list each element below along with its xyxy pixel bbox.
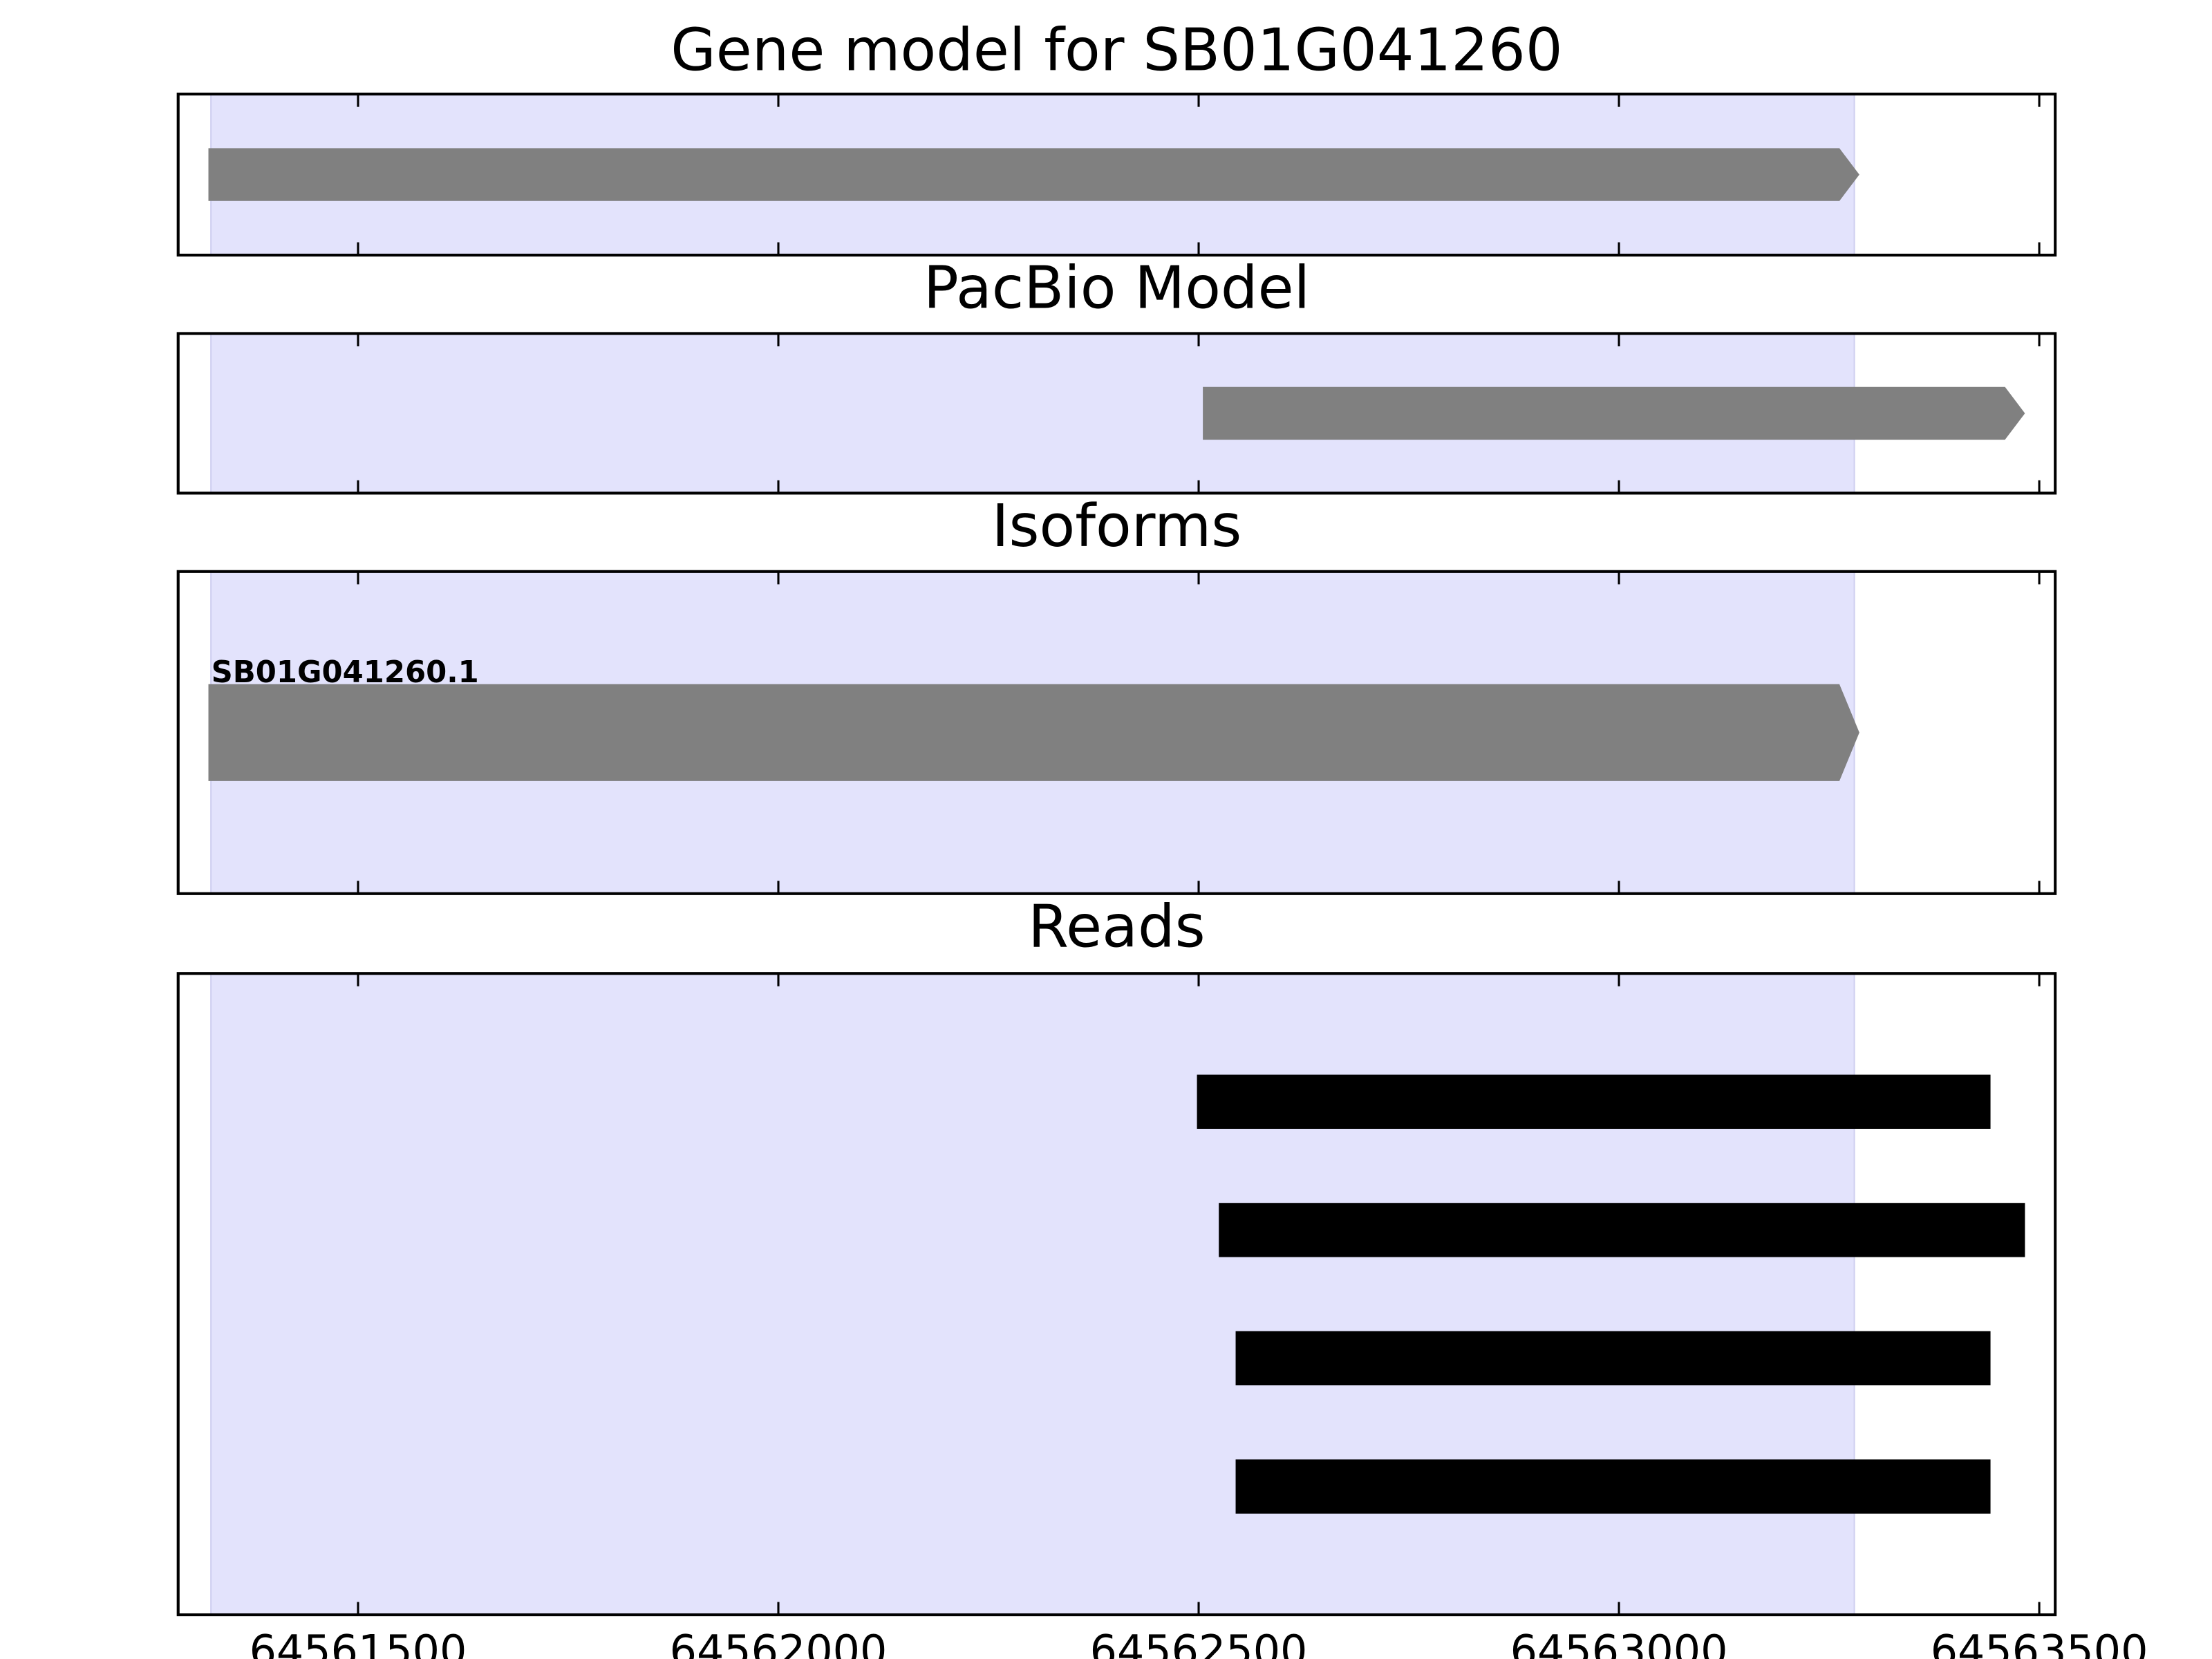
panel-title: Reads — [1028, 892, 1205, 960]
x-tick-label: 64563500 — [1931, 1626, 2148, 1659]
panel-frame — [176, 93, 2057, 257]
panel-title: PacBio Model — [924, 254, 1310, 322]
feature-arrow — [208, 684, 1859, 781]
x-tick-label: 64562000 — [670, 1626, 888, 1659]
highlight-region — [210, 973, 1855, 1616]
feature-arrow — [208, 148, 1859, 201]
read-bar — [1235, 1331, 1991, 1386]
panel-frame — [176, 570, 2057, 895]
x-tick-label: 64562500 — [1090, 1626, 1308, 1659]
read-bar — [1197, 1074, 1991, 1129]
x-tick-label: 64563000 — [1510, 1626, 1728, 1659]
feature-arrow — [1203, 386, 2025, 440]
panel-frame — [176, 972, 2057, 1617]
read-bar — [1235, 1459, 1991, 1514]
read-bar — [1219, 1203, 2025, 1257]
panel-frame — [176, 332, 2057, 495]
x-tick-label: 64561500 — [250, 1626, 467, 1659]
feature-label: SB01G041260.1 — [212, 655, 479, 690]
panel-title: Isoforms — [992, 492, 1242, 560]
panel-title: Gene model for SB01G041260 — [671, 16, 1562, 84]
